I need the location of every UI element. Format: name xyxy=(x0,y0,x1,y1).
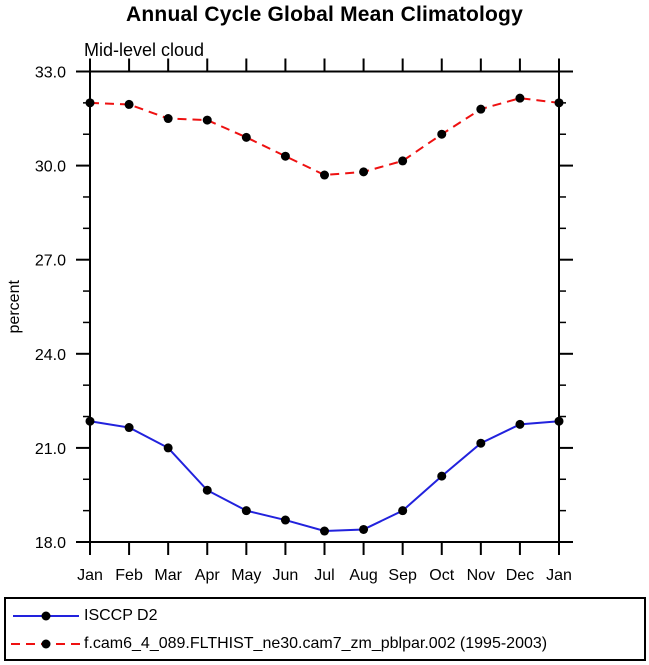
legend-marker-dot xyxy=(41,639,51,649)
data-point-marker xyxy=(124,423,134,433)
y-tick-label: 21.0 xyxy=(35,441,66,458)
y-tick-label: 18.0 xyxy=(35,535,66,552)
plot-frame xyxy=(89,70,560,543)
series-line-isccp xyxy=(89,420,560,533)
data-point-marker xyxy=(241,506,251,516)
x-tick-label: Oct xyxy=(429,567,454,584)
data-point-marker xyxy=(476,438,486,448)
y-tick-label: 24.0 xyxy=(35,347,66,364)
data-point-marker xyxy=(398,506,408,516)
data-point-marker xyxy=(124,99,134,109)
x-tick-label: Aug xyxy=(349,567,377,584)
data-point-marker xyxy=(437,129,447,139)
chart-title: Annual Cycle Global Mean Climatology xyxy=(126,3,523,26)
y-tick-label: 27.0 xyxy=(35,253,66,270)
data-point-marker xyxy=(320,526,329,536)
legend-marker-dot xyxy=(41,611,51,621)
data-point-marker xyxy=(163,114,173,124)
x-tick-label: Jan xyxy=(546,567,572,584)
chart-subtitle: Mid-level cloud xyxy=(84,40,204,60)
data-point-marker xyxy=(202,485,212,495)
legend-label-isccp: ISCCP D2 xyxy=(84,607,158,624)
data-point-marker xyxy=(163,443,173,453)
x-tick-label: Feb xyxy=(115,567,143,584)
red-dashed-line-sample xyxy=(11,639,81,649)
data-point-marker xyxy=(280,515,290,525)
data-point-marker xyxy=(554,416,564,426)
data-point-marker xyxy=(515,93,525,103)
x-tick-label: Jan xyxy=(77,567,103,584)
data-point-marker xyxy=(241,132,251,142)
x-tick-label: Dec xyxy=(506,567,534,584)
x-tick-label: Nov xyxy=(467,567,495,584)
x-tick-label: Sep xyxy=(388,567,417,584)
y-tick-label: 33.0 xyxy=(35,65,66,82)
x-tick-label: Apr xyxy=(195,567,221,584)
x-tick-label: Jul xyxy=(314,567,334,584)
data-point-marker xyxy=(320,170,329,180)
blue-solid-line-sample xyxy=(13,611,79,621)
y-tick-label: 30.0 xyxy=(35,159,66,176)
data-point-marker xyxy=(359,167,369,177)
plot-area: Mid-level cloud percent 18.0 21.0 24.0 27.0 30… xyxy=(6,40,573,584)
data-point-marker xyxy=(476,104,486,114)
legend-label-model: f.cam6_4_089.FLTHIST_ne30.cam7_zm_pblpar… xyxy=(84,635,548,652)
x-tick-label: May xyxy=(231,567,261,584)
series-line-model xyxy=(89,97,560,177)
data-point-marker xyxy=(85,416,95,426)
data-point-marker xyxy=(554,98,564,108)
x-tick-label: Jun xyxy=(273,567,299,584)
legend-item-isccp: ISCCP D2 xyxy=(6,602,644,630)
y-axis-title: percent xyxy=(6,280,23,334)
data-point-marker xyxy=(280,151,290,161)
data-point-marker xyxy=(202,115,212,125)
legend: ISCCP D2 f.cam6_4_089.FLTHIST_ne30.cam7_… xyxy=(4,597,646,661)
x-tick-label: Mar xyxy=(154,567,182,584)
legend-item-model: f.cam6_4_089.FLTHIST_ne30.cam7_zm_pblpar… xyxy=(6,630,644,658)
data-point-marker xyxy=(398,156,408,166)
data-point-marker xyxy=(515,419,525,429)
data-point-marker xyxy=(359,524,369,534)
data-point-marker xyxy=(437,471,447,481)
data-point-marker xyxy=(85,98,95,108)
